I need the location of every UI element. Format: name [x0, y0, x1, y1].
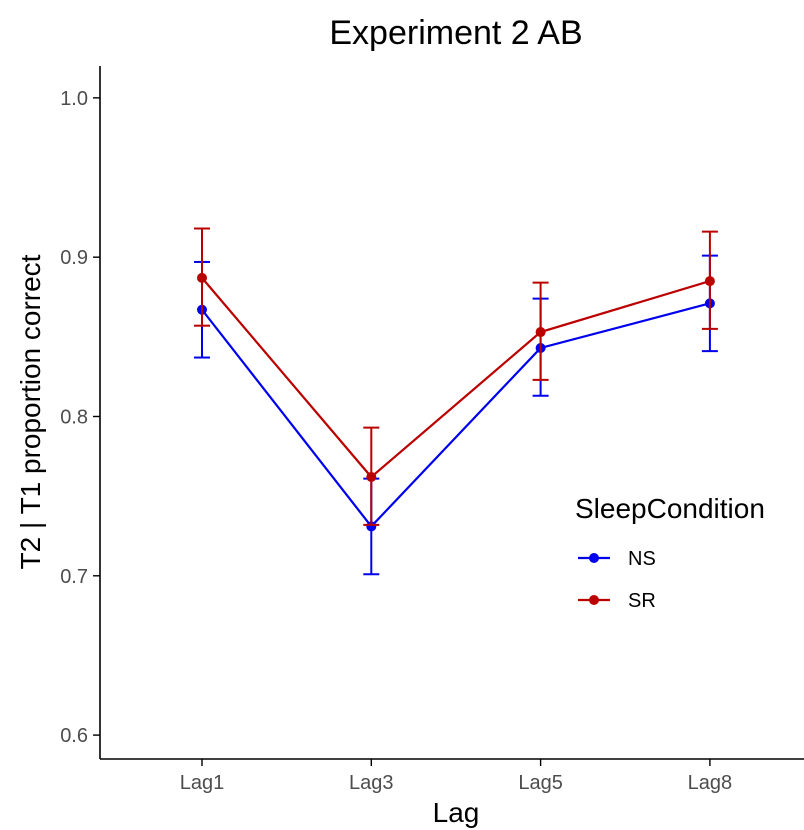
x-tick-label: Lag5: [518, 772, 563, 794]
y-ticks: 0.6 0.7 0.8 0.9 1.0: [60, 88, 100, 747]
x-ticks: Lag1 Lag3 Lag5 Lag8: [180, 759, 732, 794]
legend-label: SR: [628, 590, 656, 612]
y-tick-label: 1.0: [60, 88, 88, 110]
legend-key-point: [589, 553, 599, 563]
x-axis-title: Lag: [433, 797, 480, 828]
y-axis: 0.6 0.7 0.8 0.9 1.0: [60, 66, 101, 759]
legend-item-sr: SR: [578, 590, 656, 612]
x-tick-label: Lag1: [180, 772, 225, 794]
legend-item-ns: NS: [578, 548, 656, 570]
data-point: [704, 276, 715, 287]
x-axis: Lag1 Lag3 Lag5 Lag8: [100, 758, 804, 794]
legend-title: SleepCondition: [575, 493, 765, 524]
series-sr: [194, 227, 718, 526]
y-axis-title: T2 | T1 proportion correct: [15, 254, 46, 569]
legend-key-point: [589, 595, 599, 605]
legend-items: NS SR: [578, 548, 656, 612]
data-point: [535, 327, 546, 338]
chart-title: Experiment 2 AB: [329, 14, 582, 52]
plot-series: [194, 227, 718, 576]
y-tick-label: 0.7: [60, 566, 88, 588]
x-tick-label: Lag3: [349, 772, 394, 794]
y-tick-label: 0.8: [60, 406, 88, 428]
data-point: [366, 472, 377, 483]
data-point: [197, 272, 207, 283]
x-tick-label: Lag8: [688, 772, 733, 794]
series-line: [201, 302, 711, 529]
legend: SleepCondition NS SR: [575, 493, 765, 612]
y-tick-label: 0.9: [60, 247, 88, 269]
legend-label: NS: [628, 548, 656, 570]
series-line: [201, 277, 711, 479]
y-tick-label: 0.6: [60, 725, 88, 747]
